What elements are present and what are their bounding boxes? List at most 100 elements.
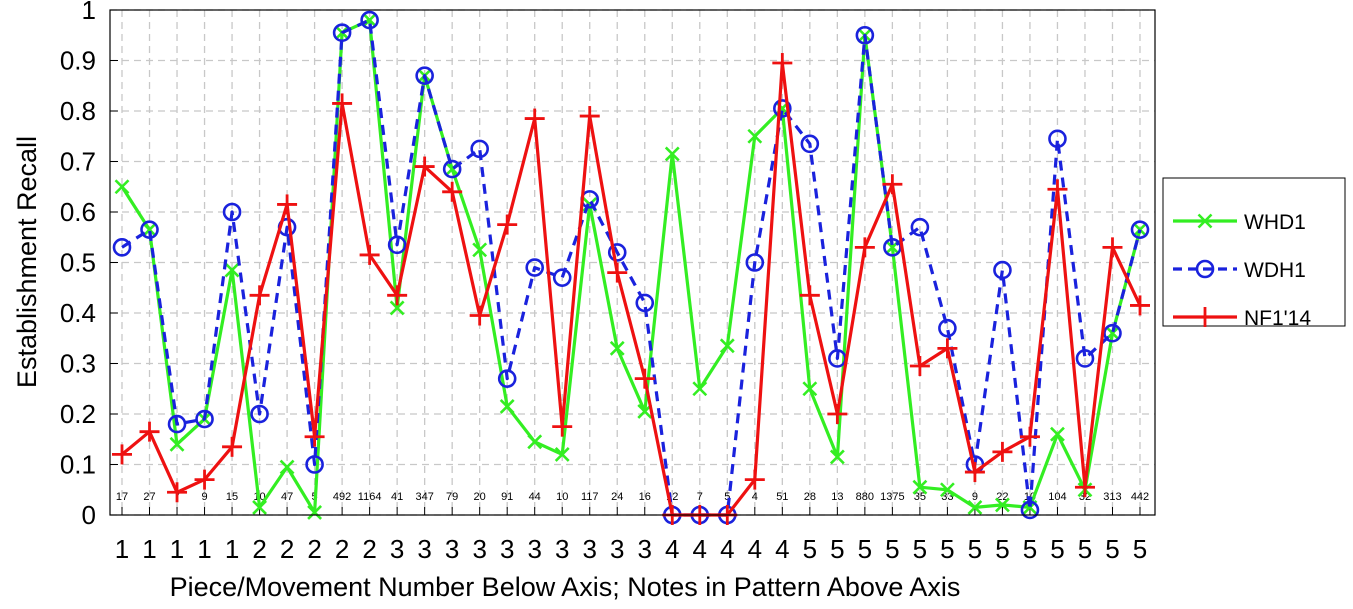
note-count-label: 10 [556, 491, 568, 503]
data-point [773, 99, 792, 118]
x-tick-label: 1 [142, 534, 156, 564]
note-count-label: 442 [1131, 491, 1149, 503]
y-tick-label: 0.1 [60, 450, 96, 480]
data-point [470, 139, 489, 159]
y-tick-label: 0.3 [60, 349, 96, 379]
series-whd1 [114, 12, 1148, 520]
data-point [442, 159, 462, 179]
y-tick-label: 1 [82, 0, 96, 25]
x-tick-label: 4 [720, 534, 734, 564]
x-tick-label: 4 [665, 534, 679, 564]
data-point [252, 500, 267, 515]
y-tick-label: 0.4 [60, 298, 96, 328]
x-tick-label: 5 [858, 534, 872, 564]
note-count-labels: 1727791510475492116441347792091441011724… [116, 491, 1149, 503]
data-series [112, 10, 1150, 525]
note-count-label: 16 [639, 491, 651, 503]
note-count-label: 51 [776, 491, 788, 503]
data-point [114, 179, 130, 195]
data-point [389, 300, 405, 316]
note-count-label: 5 [724, 491, 730, 503]
data-point [360, 10, 379, 30]
note-count-label: 1164 [358, 491, 382, 503]
note-count-label: 79 [446, 491, 458, 503]
series-line [121, 18, 1142, 517]
data-point [167, 414, 187, 434]
note-count-label: 91 [501, 491, 513, 503]
note-count-label: 20 [474, 491, 486, 503]
x-tick-label: 3 [555, 534, 569, 564]
data-point [829, 449, 845, 465]
x-tick-label: 2 [335, 534, 349, 564]
data-point [195, 409, 214, 429]
data-point [607, 243, 627, 262]
x-tick-label: 3 [527, 534, 541, 564]
data-point [112, 238, 132, 257]
data-point [692, 381, 708, 397]
x-tick-label: 3 [500, 534, 514, 564]
x-tick-label: 5 [1133, 534, 1147, 564]
data-point [800, 134, 820, 154]
data-point [609, 340, 625, 356]
y-tick-label: 0 [82, 500, 96, 530]
note-count-label: 4 [752, 491, 758, 503]
series-line [120, 61, 1142, 517]
legend-marker [1195, 259, 1215, 279]
data-point [938, 318, 957, 338]
x-tick-label: 3 [472, 534, 486, 564]
data-point [993, 260, 1012, 280]
data-point [527, 434, 543, 450]
data-point [1132, 222, 1148, 238]
data-point [939, 482, 955, 498]
data-point [387, 235, 407, 255]
x-tick-label: 1 [225, 534, 239, 564]
data-point [307, 505, 323, 520]
x-tick-label: 5 [885, 534, 899, 564]
data-point [664, 146, 680, 162]
data-point [995, 497, 1010, 513]
x-tick-label: 3 [445, 534, 459, 564]
data-point [279, 459, 295, 475]
data-point [1020, 500, 1040, 520]
x-tick-label: 5 [995, 534, 1009, 564]
note-count-label: 313 [1103, 491, 1121, 503]
x-tick-label: 2 [280, 534, 294, 564]
data-point [910, 217, 930, 237]
y-tick-label: 0.2 [60, 399, 96, 429]
data-point [552, 268, 572, 287]
data-point [912, 479, 928, 495]
legend: WHD1 WDH1 NF1'14 [1162, 177, 1346, 330]
data-point [554, 446, 570, 462]
note-count-label: 24 [611, 491, 623, 503]
data-point [250, 404, 269, 424]
data-point [497, 369, 517, 388]
data-point [802, 381, 818, 397]
x-tick-label: 5 [1050, 534, 1064, 564]
note-count-label: 880 [856, 491, 874, 503]
data-point [525, 258, 545, 277]
data-point [1075, 349, 1095, 368]
note-count-label: 9 [201, 491, 207, 503]
y-axis-title: Establishment Recall [12, 136, 42, 388]
data-point [224, 262, 240, 278]
series-line [120, 18, 1142, 515]
y-tick-label: 0.6 [60, 197, 96, 227]
plot-frame [109, 9, 1156, 516]
legend-label: NF1'14 [1244, 307, 1311, 330]
note-count-label: 15 [226, 491, 238, 503]
data-point [499, 399, 515, 414]
x-tick-label: 5 [1023, 534, 1037, 564]
data-point [745, 253, 765, 272]
x-tick-label: 5 [1105, 534, 1119, 564]
x-tick-label: 2 [362, 534, 376, 564]
x-tick-label: 1 [197, 534, 211, 564]
legend-label: WHD1 [1244, 211, 1306, 234]
data-point [169, 436, 185, 452]
x-tick-label: 5 [913, 534, 927, 564]
note-count-label: 492 [333, 491, 351, 503]
note-count-label: 44 [529, 491, 541, 503]
data-point [855, 25, 875, 45]
x-tick-label: 5 [830, 534, 844, 564]
y-tick-label: 0.5 [60, 248, 96, 278]
